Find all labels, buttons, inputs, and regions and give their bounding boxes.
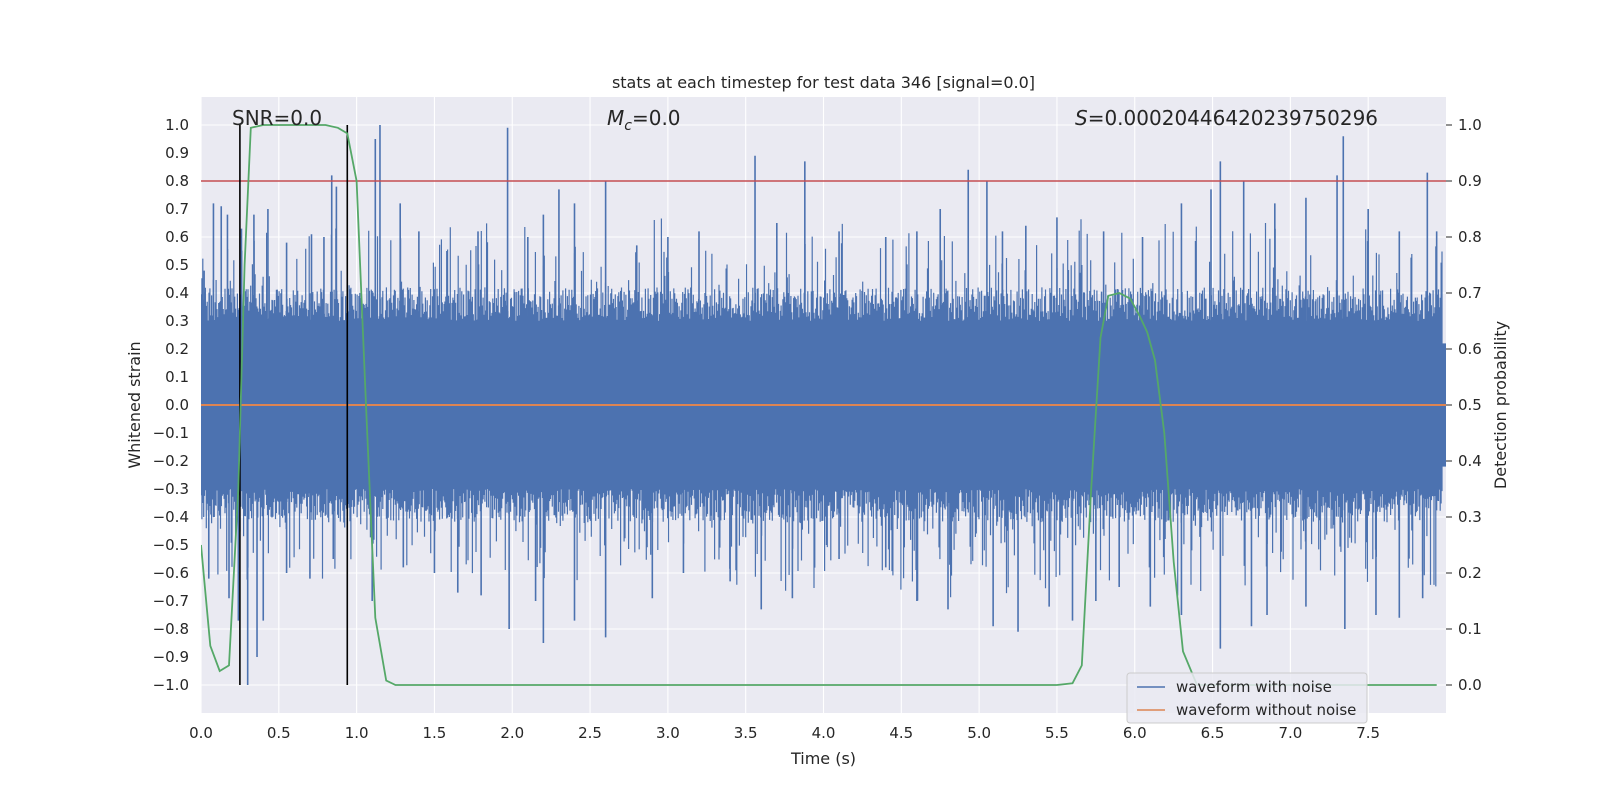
y2-tick-label: 0.4 xyxy=(1458,452,1482,470)
y-axis-ticks: −1.0 −0.9 −0.8 −0.7 −0.6 −0.5 −0.4 −0.3 −0.2 −0.1… xyxy=(153,116,189,694)
x-tick-label: 0.0 xyxy=(189,724,213,742)
y2-tick-label: 0.8 xyxy=(1458,228,1482,246)
s-value: =0.00020446420239750296 xyxy=(1088,106,1378,130)
y-tick-label: 0.1 xyxy=(165,368,189,386)
y2-tick-label: 0.0 xyxy=(1458,676,1482,694)
legend-noise-label: waveform with noise xyxy=(1176,678,1332,696)
x-tick-label: 1.5 xyxy=(423,724,447,742)
y-tick-label: −0.2 xyxy=(153,452,189,470)
y-tick-label: 1.0 xyxy=(165,116,189,134)
y-axis-label: Whitened strain xyxy=(125,341,144,468)
y-tick-label: −1.0 xyxy=(153,676,189,694)
mc-subscript: c xyxy=(624,118,632,134)
s-symbol: S xyxy=(1075,106,1088,130)
x-tick-label: 2.5 xyxy=(578,724,602,742)
chart-title: stats at each timestep for test data 346… xyxy=(612,73,1035,92)
x-tick-label: 5.5 xyxy=(1045,724,1069,742)
x-tick-label: 7.5 xyxy=(1356,724,1380,742)
y-tick-label: 0.4 xyxy=(165,284,189,302)
y-tick-label: −0.6 xyxy=(153,564,189,582)
detection-probability-line xyxy=(201,124,1437,686)
y-tick-label: 0.2 xyxy=(165,340,189,358)
x-axis-ticks: 0.0 0.5 1.0 1.5 2.0 2.5 3.0 3.5 4.0 4.5 5.0 5.5 6.0 6… xyxy=(189,724,1380,742)
y-tick-label: −0.7 xyxy=(153,592,189,610)
y2-tick-label: 0.7 xyxy=(1458,284,1482,302)
y-tick-label: −0.8 xyxy=(153,620,189,638)
y-tick-label: 0.7 xyxy=(165,200,189,218)
y2-axis-label: Detection probability xyxy=(1491,321,1510,489)
y-tick-label: 0.8 xyxy=(165,172,189,190)
y-tick-label: 0.5 xyxy=(165,256,189,274)
y-tick-label: 0.0 xyxy=(165,396,189,414)
y-tick-label: 0.9 xyxy=(165,144,189,162)
x-tick-label: 2.0 xyxy=(500,724,524,742)
y2-axis-ticks: 0.0 0.1 0.2 0.3 0.4 0.5 0.6 0.7 0.8 0.9 1.0 xyxy=(1446,116,1482,694)
x-tick-label: 7.0 xyxy=(1278,724,1302,742)
x-tick-label: 0.5 xyxy=(267,724,291,742)
mc-value: =0.0 xyxy=(632,106,681,130)
x-tick-label: 3.0 xyxy=(656,724,680,742)
legend-box xyxy=(1126,672,1368,724)
x-tick-label: 5.0 xyxy=(967,724,991,742)
x-tick-label: 4.5 xyxy=(889,724,913,742)
y2-tick-label: 0.5 xyxy=(1458,396,1482,414)
y-tick-label: −0.1 xyxy=(153,424,189,442)
x-axis-label: Time (s) xyxy=(790,749,856,768)
y2-tick-label: 0.1 xyxy=(1458,620,1482,638)
y-tick-label: −0.4 xyxy=(153,508,189,526)
legend: waveform with noise waveform without noi… xyxy=(1126,672,1368,724)
y-tick-label: 0.6 xyxy=(165,228,189,246)
legend-clean-label: waveform without noise xyxy=(1176,701,1356,719)
y2-tick-label: 0.3 xyxy=(1458,508,1482,526)
x-tick-label: 3.5 xyxy=(734,724,758,742)
x-tick-label: 6.0 xyxy=(1123,724,1147,742)
x-tick-label: 1.0 xyxy=(345,724,369,742)
overlay-lines xyxy=(201,124,1446,686)
y-tick-label: −0.9 xyxy=(153,648,189,666)
y2-tick-label: 0.2 xyxy=(1458,564,1482,582)
x-tick-label: 4.0 xyxy=(812,724,836,742)
snr-annotation: SNR=0.0 xyxy=(232,106,322,130)
y2-tick-label: 0.6 xyxy=(1458,340,1482,358)
y-tick-label: 0.3 xyxy=(165,312,189,330)
y2-tick-label: 0.9 xyxy=(1458,172,1482,190)
mc-symbol: M xyxy=(607,106,624,130)
x-tick-label: 6.5 xyxy=(1201,724,1225,742)
y2-tick-label: 1.0 xyxy=(1458,116,1482,134)
mc-annotation: Mc=0.0 xyxy=(607,106,681,134)
y-tick-label: −0.5 xyxy=(153,536,189,554)
s-annotation: S=0.00020446420239750296 xyxy=(1075,106,1378,130)
y-tick-label: −0.3 xyxy=(153,480,189,498)
